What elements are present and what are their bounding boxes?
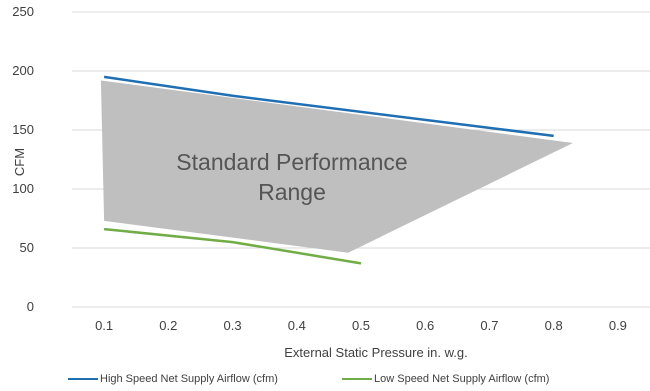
y-tick-label: 0 <box>27 299 34 314</box>
x-tick-label: 0.5 <box>352 318 370 333</box>
x-tick-label: 0.2 <box>159 318 177 333</box>
x-tick-label: 0.1 <box>95 318 113 333</box>
y-axis-ticks: 0 50 100 150 200 250 <box>12 4 34 314</box>
x-axis-title: External Static Pressure in. w.g. <box>284 345 468 360</box>
chart-area: 0 50 100 150 200 250 0.1 0.2 0.3 0.4 0.5 0.6 0.7 0.8… <box>12 4 650 360</box>
region-label-line2: Range <box>258 179 326 205</box>
legend-item-high-speed: High Speed Net Supply Airflow (cfm) <box>68 373 278 385</box>
x-tick-label: 0.6 <box>416 318 434 333</box>
x-tick-label: 0.9 <box>609 318 627 333</box>
legend-swatch-low-speed <box>342 378 372 380</box>
performance-range-polygon <box>100 80 573 253</box>
y-tick-label: 100 <box>12 181 34 196</box>
y-tick-label: 200 <box>12 63 34 78</box>
x-tick-label: 0.3 <box>224 318 242 333</box>
y-tick-label: 150 <box>12 122 34 137</box>
region-label-line1: Standard Performance <box>176 149 407 175</box>
x-tick-label: 0.8 <box>545 318 563 333</box>
legend-item-low-speed: Low Speed Net Supply Airflow (cfm) <box>342 373 549 385</box>
y-axis-title: CFM <box>12 148 27 176</box>
x-tick-label: 0.7 <box>480 318 498 333</box>
x-axis-ticks: 0.1 0.2 0.3 0.4 0.5 0.6 0.7 0.8 0.9 <box>95 318 627 333</box>
performance-range <box>100 80 573 253</box>
x-tick-label: 0.4 <box>288 318 306 333</box>
series-line-high-speed <box>103 75 554 138</box>
y-tick-label: 50 <box>20 240 34 255</box>
y-tick-label: 250 <box>12 4 34 19</box>
legend-label-low-speed: Low Speed Net Supply Airflow (cfm) <box>374 373 550 385</box>
series-lines <box>103 75 554 265</box>
series-line-low-speed <box>103 227 362 265</box>
legend: High Speed Net Supply Airflow (cfm) Low … <box>0 373 650 389</box>
legend-swatch-high-speed <box>68 378 98 380</box>
legend-label-high-speed: High Speed Net Supply Airflow (cfm) <box>100 373 278 385</box>
